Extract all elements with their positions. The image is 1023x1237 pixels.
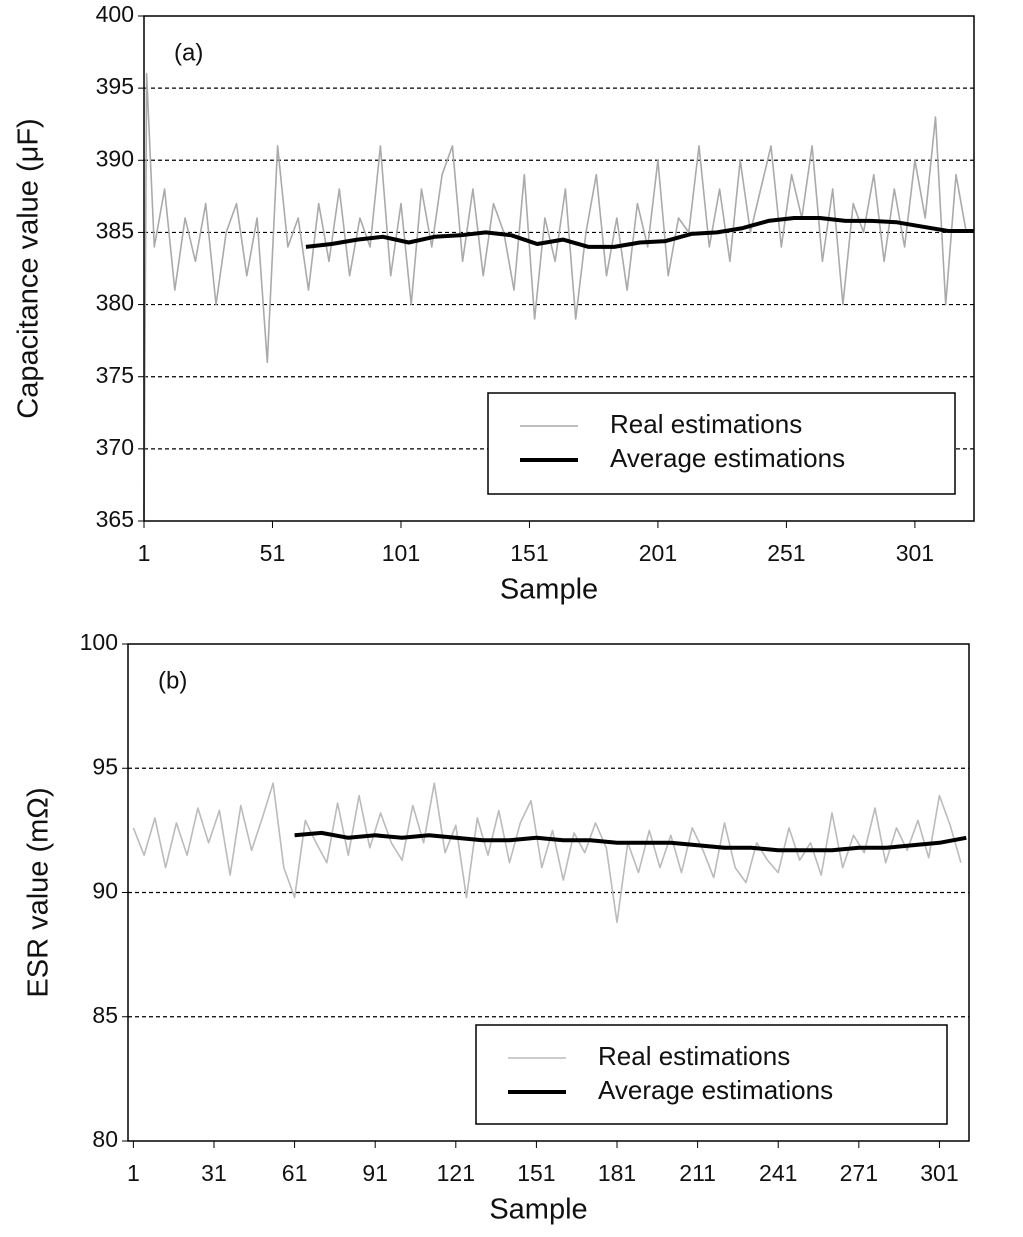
series-line (294, 830, 967, 853)
x-tick-label: 1 (138, 540, 151, 566)
y-tick-label: 385 (96, 218, 134, 244)
x-tick-label: 1 (127, 1160, 140, 1186)
annotation: (b) (158, 667, 187, 694)
y-axis-label: Capacitance value (μF) (13, 118, 45, 418)
x-axis-label: Sample (489, 1194, 587, 1226)
x-tick-label: 211 (679, 1160, 716, 1186)
x-tick-label: 151 (510, 540, 548, 566)
x-tick-label: 271 (840, 1160, 878, 1186)
legend-label: Real estimations (610, 409, 802, 439)
y-tick-label: 375 (96, 362, 134, 388)
x-tick-label: 201 (639, 540, 677, 566)
annotation: (a) (174, 39, 203, 66)
x-axis-label: Sample (500, 574, 598, 606)
x-tick-label: 91 (362, 1160, 388, 1186)
legend-label: Real estimations (598, 1041, 790, 1071)
x-tick-label: 301 (896, 540, 934, 566)
y-tick-label: 400 (96, 1, 134, 27)
plot-frame (127, 643, 970, 1142)
x-tick-label: 251 (767, 540, 805, 566)
x-tick-label: 31 (201, 1160, 227, 1186)
y-tick-label: 370 (96, 434, 134, 460)
y-tick-label: 365 (96, 506, 134, 532)
legend-box (487, 392, 956, 495)
legend-box (475, 1024, 948, 1125)
x-tick-label: 121 (437, 1160, 475, 1186)
y-tick-label: 95 (92, 753, 118, 779)
series-line (143, 72, 968, 522)
series-line (132, 782, 962, 924)
y-tick-label: 395 (96, 73, 134, 99)
y-tick-label: 90 (92, 878, 118, 904)
legend-label: Average estimations (610, 443, 845, 473)
x-tick-label: 181 (598, 1160, 636, 1186)
y-tick-label: 100 (80, 629, 118, 655)
series-line (305, 216, 974, 249)
x-tick-label: 151 (517, 1160, 555, 1186)
y-tick-label: 390 (96, 145, 134, 171)
y-tick-label: 380 (96, 290, 134, 316)
plot-frame (143, 15, 975, 522)
x-tick-label: 301 (920, 1160, 958, 1186)
x-tick-label: 241 (759, 1160, 797, 1186)
legend-label: Average estimations (598, 1075, 833, 1105)
x-tick-label: 51 (260, 540, 286, 566)
x-tick-label: 61 (282, 1160, 308, 1186)
y-tick-label: 80 (92, 1126, 118, 1152)
y-tick-label: 85 (92, 1002, 118, 1028)
y-axis-label: ESR value (mΩ) (23, 787, 55, 997)
x-tick-label: 101 (382, 540, 420, 566)
